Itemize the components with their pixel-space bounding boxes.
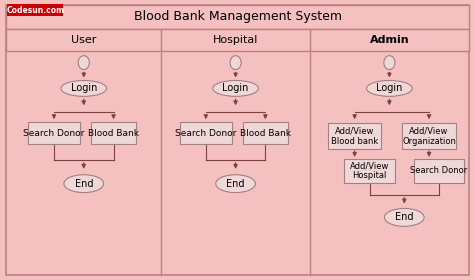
FancyBboxPatch shape <box>402 123 456 149</box>
Text: Add/View
Hospital: Add/View Hospital <box>350 161 389 181</box>
FancyBboxPatch shape <box>6 5 469 29</box>
Ellipse shape <box>216 175 255 193</box>
Ellipse shape <box>213 80 258 96</box>
Ellipse shape <box>384 56 395 69</box>
FancyBboxPatch shape <box>6 5 469 275</box>
FancyBboxPatch shape <box>328 123 382 149</box>
Ellipse shape <box>230 56 241 69</box>
Text: Admin: Admin <box>370 35 409 45</box>
Text: Add/View
Blood bank: Add/View Blood bank <box>331 126 378 146</box>
FancyBboxPatch shape <box>414 159 464 183</box>
Ellipse shape <box>366 80 412 96</box>
Text: Search Donor: Search Donor <box>23 129 85 137</box>
Text: Add/View
Organization: Add/View Organization <box>402 126 456 146</box>
Text: Blood Bank Management System: Blood Bank Management System <box>134 10 342 24</box>
Text: Blood Bank: Blood Bank <box>240 129 291 137</box>
Text: Login: Login <box>222 83 249 94</box>
Ellipse shape <box>64 175 104 193</box>
FancyBboxPatch shape <box>6 29 469 51</box>
Ellipse shape <box>78 56 89 69</box>
Text: User: User <box>71 35 96 45</box>
Text: Search Donor: Search Donor <box>175 129 237 137</box>
Text: End: End <box>74 179 93 189</box>
FancyBboxPatch shape <box>243 122 288 144</box>
Ellipse shape <box>61 80 107 96</box>
FancyBboxPatch shape <box>344 159 395 183</box>
Ellipse shape <box>384 209 424 226</box>
Text: Codesun.com: Codesun.com <box>6 6 64 15</box>
Text: Login: Login <box>376 83 402 94</box>
Text: Hospital: Hospital <box>213 35 258 45</box>
FancyBboxPatch shape <box>28 122 80 144</box>
Text: Search Donor: Search Donor <box>410 166 468 175</box>
Text: End: End <box>395 213 413 222</box>
FancyBboxPatch shape <box>180 122 232 144</box>
FancyBboxPatch shape <box>91 122 137 144</box>
Text: Login: Login <box>71 83 97 94</box>
FancyBboxPatch shape <box>8 4 63 16</box>
Text: End: End <box>227 179 245 189</box>
Text: Blood Bank: Blood Bank <box>88 129 139 137</box>
